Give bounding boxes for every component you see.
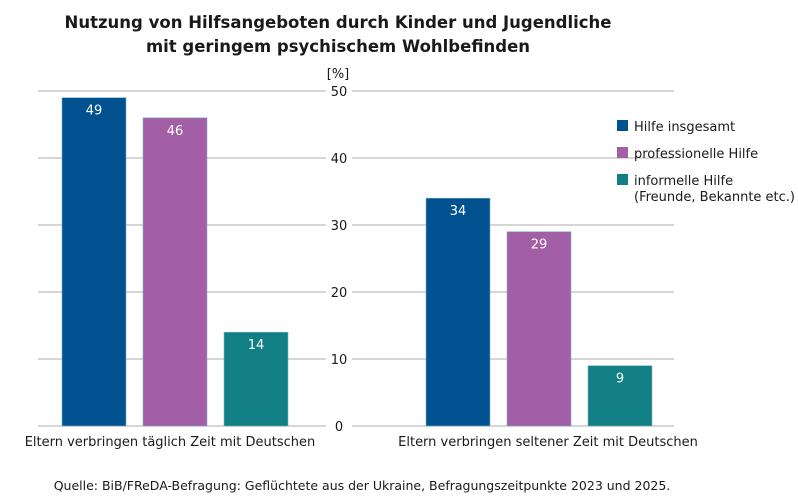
legend-label: informelle Hilfe <box>634 174 733 189</box>
legend-swatch <box>617 174 628 185</box>
legend-swatch <box>617 120 628 131</box>
legend: Hilfe insgesamt professionelle Hilfe infor… <box>617 120 795 205</box>
chart-title-line-2: mit geringem psychischem Wohlbefinden <box>146 37 530 56</box>
bar <box>223 331 289 427</box>
bar-value-label: 9 <box>616 372 624 387</box>
y-tick-label: 50 <box>331 85 348 100</box>
chart-title-line-1: Nutzung von Hilfsangeboten durch Kinder … <box>65 13 612 32</box>
y-tick-label: 30 <box>331 219 348 234</box>
category-labels: Eltern verbringen täglich Zeit mit Deuts… <box>25 435 698 450</box>
bar <box>506 231 572 427</box>
y-tick-label: 40 <box>331 152 348 167</box>
y-axis-ticks: 0 10 20 30 40 50 <box>331 85 348 435</box>
bar <box>61 97 127 427</box>
bar-value-label: 14 <box>248 338 265 353</box>
legend-label: (Freunde, Bekannte etc.) <box>634 190 795 205</box>
bar-value-label: 34 <box>450 204 467 219</box>
bar-value-label: 29 <box>531 238 548 253</box>
category-label: Eltern verbringen täglich Zeit mit Deuts… <box>25 435 316 450</box>
legend-label: Hilfe insgesamt <box>634 120 735 135</box>
bar <box>142 117 208 427</box>
category-label: Eltern verbringen seltener Zeit mit Deut… <box>398 435 698 450</box>
bar <box>425 197 491 427</box>
legend-swatch <box>617 147 628 158</box>
value-labels: 49 34 46 29 14 9 <box>86 104 624 387</box>
y-tick-label: 0 <box>335 420 343 435</box>
bars <box>61 97 653 427</box>
source-note: Quelle: BiB/FReDA-Befragung: Geflüchtete… <box>54 478 671 493</box>
y-tick-label: 20 <box>331 286 348 301</box>
legend-label: professionelle Hilfe <box>634 147 758 162</box>
gridlines <box>38 90 674 427</box>
bar <box>587 365 653 427</box>
y-axis-unit-label: [%] <box>327 67 350 82</box>
y-tick-label: 10 <box>331 353 348 368</box>
bar-value-label: 46 <box>167 124 184 139</box>
bar-value-label: 49 <box>86 104 103 119</box>
